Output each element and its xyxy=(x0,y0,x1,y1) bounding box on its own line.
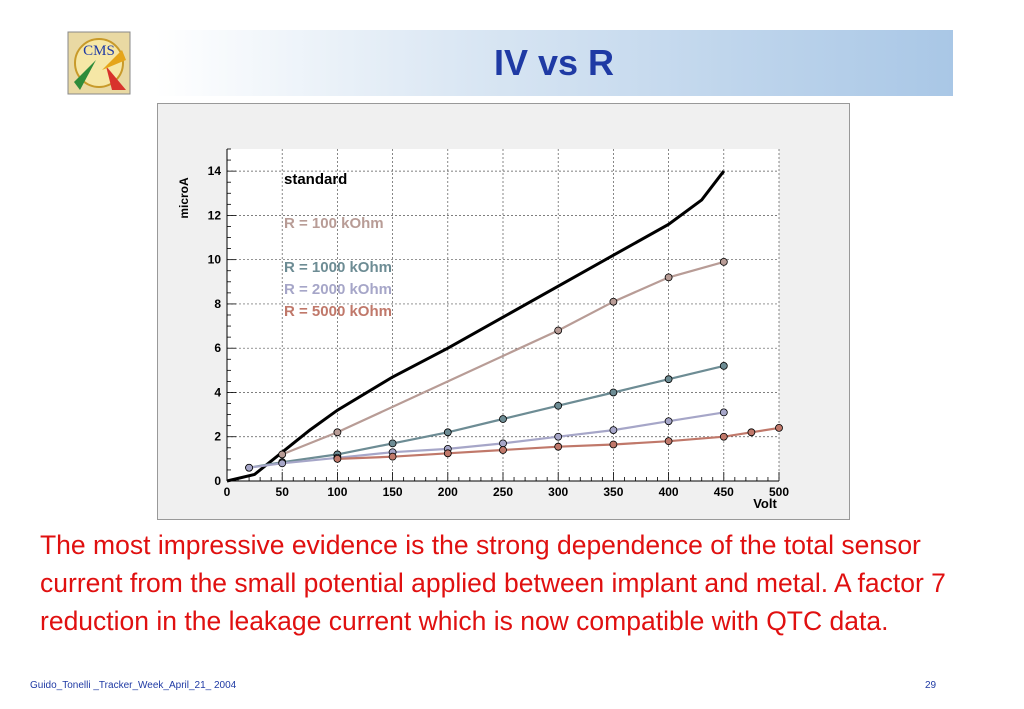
data-point xyxy=(499,415,507,423)
logo-text: CMS xyxy=(83,43,115,59)
y-tick-label: 8 xyxy=(214,297,221,311)
legend: standard R = 100 kOhm R = 1000 kOhm R = 200… xyxy=(284,171,392,320)
legend-entry: standard xyxy=(284,171,347,188)
legend-entry: R = 100 kOhm xyxy=(284,215,384,232)
series-line xyxy=(248,411,724,469)
title-bar: IV vs R xyxy=(155,30,953,96)
data-point xyxy=(719,362,728,370)
data-point xyxy=(554,401,563,410)
data-point xyxy=(664,375,673,384)
data-point xyxy=(719,257,728,266)
y-tick-labels: 0 2 4 6 8 10 12 14 xyxy=(208,164,222,488)
legend-entry: R = 5000 kOhm xyxy=(284,303,392,320)
data-point xyxy=(443,428,452,437)
data-point xyxy=(388,439,397,448)
chart-frame: 0 2 4 6 8 10 12 14 0 50 100 150 200 250 300 350 400 450 5… xyxy=(157,103,850,520)
x-tick-label: 250 xyxy=(493,485,513,499)
iv-chart: 0 2 4 6 8 10 12 14 0 50 100 150 200 250 300 350 400 450 5… xyxy=(177,148,790,511)
data-point xyxy=(554,326,563,335)
data-point xyxy=(719,432,728,441)
y-tick-label: 12 xyxy=(208,208,222,222)
x-tick-label: 400 xyxy=(659,485,679,499)
data-point xyxy=(554,442,563,451)
data-point xyxy=(664,273,673,282)
x-tick-label: 50 xyxy=(276,485,290,499)
footer-text: Guido_Tonelli _Tracker_Week_April_21_ 20… xyxy=(30,680,237,691)
y-tick-label: 6 xyxy=(214,341,221,355)
data-point xyxy=(719,408,728,417)
x-tick-label: 500 xyxy=(769,485,789,499)
data-point xyxy=(388,452,397,461)
y-tick-label: 2 xyxy=(214,430,221,444)
series-group xyxy=(226,170,783,483)
data-point xyxy=(443,449,452,458)
data-point xyxy=(747,428,756,437)
series-4 xyxy=(333,423,783,463)
data-point xyxy=(278,450,287,459)
y-axis-label: microA xyxy=(177,177,191,219)
series-line xyxy=(281,260,725,456)
data-point xyxy=(245,463,253,472)
series-line xyxy=(337,426,780,460)
data-point xyxy=(333,454,342,463)
x-axis-label: Volt xyxy=(753,496,777,511)
x-tick-label: 150 xyxy=(383,485,403,499)
y-tick-label: 14 xyxy=(208,164,222,178)
data-point xyxy=(609,388,618,397)
series-line xyxy=(248,364,725,469)
data-point xyxy=(664,417,673,426)
data-point xyxy=(775,423,783,432)
y-tick-label: 10 xyxy=(208,253,222,267)
data-point xyxy=(609,426,618,434)
x-tick-label: 350 xyxy=(603,485,623,499)
page-number: 29 xyxy=(925,680,937,691)
x-tick-labels: 0 50 100 150 200 250 300 350 400 450 500 xyxy=(224,485,790,499)
y-tick-label: 4 xyxy=(214,385,221,399)
data-point xyxy=(333,428,342,437)
data-point xyxy=(554,432,563,441)
x-tick-label: 200 xyxy=(438,485,458,499)
x-tick-label: 100 xyxy=(327,485,347,499)
slide-title: IV vs R xyxy=(493,42,615,83)
cms-logo: CMS xyxy=(66,30,132,96)
x-tick-label: 0 xyxy=(224,485,231,499)
y-tick-label: 0 xyxy=(214,474,221,488)
legend-entry: R = 1000 kOhm xyxy=(284,259,392,276)
series-1 xyxy=(278,257,728,459)
grid xyxy=(227,149,780,481)
series-3 xyxy=(245,408,728,472)
x-tick-label: 300 xyxy=(548,485,568,499)
data-point xyxy=(499,446,507,454)
body-text: The most impressive evidence is the stro… xyxy=(40,530,946,636)
data-point xyxy=(609,440,618,449)
data-point xyxy=(499,439,507,448)
data-point xyxy=(278,459,287,468)
x-tick-label: 450 xyxy=(714,485,734,499)
legend-entry: R = 2000 kOhm xyxy=(284,281,392,298)
data-point xyxy=(664,437,673,446)
data-point xyxy=(609,297,618,306)
